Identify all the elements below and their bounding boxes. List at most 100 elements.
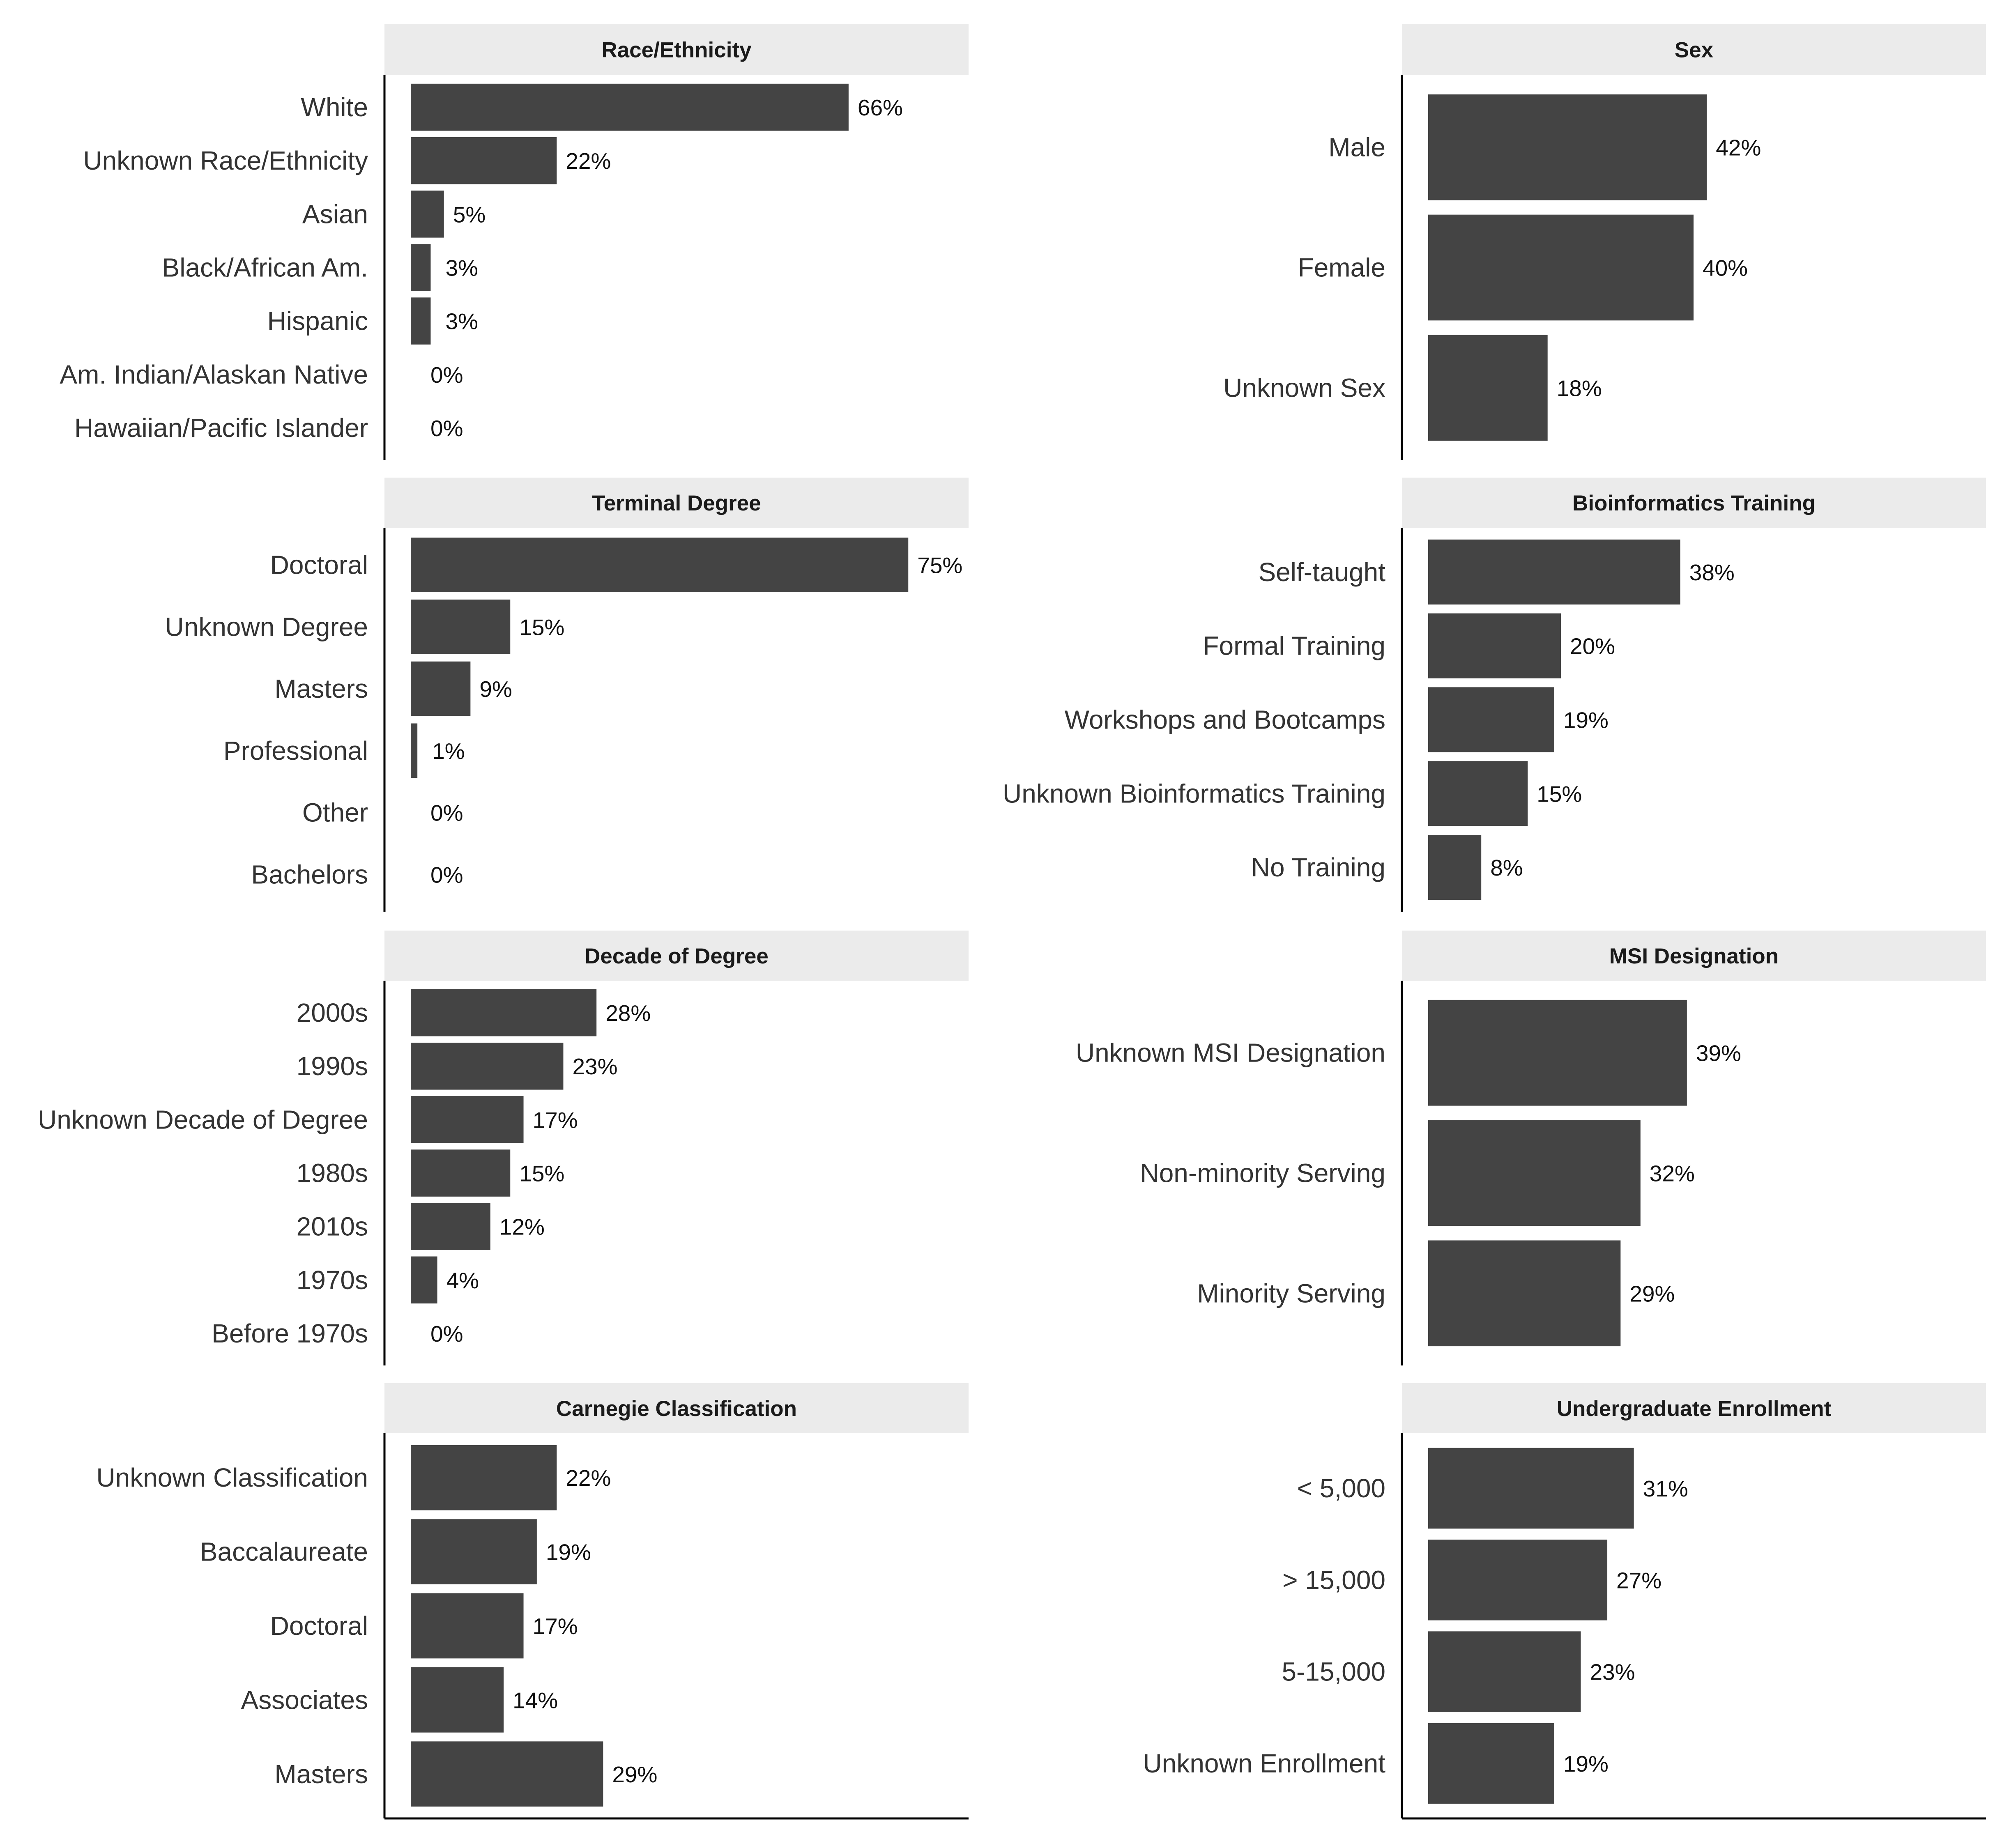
bar bbox=[411, 1667, 504, 1733]
category-label: Unknown Race/Ethnicity bbox=[83, 146, 368, 175]
data-label: 0% bbox=[430, 362, 463, 388]
bar bbox=[411, 989, 597, 1037]
data-label: 17% bbox=[533, 1614, 578, 1639]
bar bbox=[411, 1519, 537, 1584]
category-label: Before 1970s bbox=[212, 1319, 368, 1348]
category-label: 1970s bbox=[297, 1265, 368, 1295]
category-label: Unknown Sex bbox=[1223, 373, 1385, 402]
panel-carnegie-classification: Carnegie Classification Unknown Classific… bbox=[96, 1383, 969, 1820]
bar bbox=[1428, 761, 1528, 826]
bar bbox=[411, 244, 431, 291]
data-label: 31% bbox=[1643, 1476, 1688, 1501]
bar bbox=[1428, 1448, 1634, 1529]
data-label: 0% bbox=[430, 800, 463, 826]
bar bbox=[1428, 335, 1548, 441]
category-label: Male bbox=[1328, 133, 1385, 162]
data-label: 5% bbox=[453, 202, 486, 227]
data-label: 27% bbox=[1616, 1568, 1662, 1593]
data-label: 22% bbox=[566, 148, 611, 174]
data-label: 23% bbox=[1590, 1660, 1635, 1685]
bar bbox=[411, 599, 511, 654]
category-label: Workshops and Bootcamps bbox=[1065, 705, 1385, 735]
category-label: 5-15,000 bbox=[1282, 1657, 1385, 1687]
data-label: 15% bbox=[1537, 781, 1582, 807]
category-label: Bachelors bbox=[251, 860, 368, 890]
panel-title: MSI Designation bbox=[1609, 944, 1779, 968]
category-label: Unknown Enrollment bbox=[1143, 1749, 1386, 1778]
panel-title: Bioinformatics Training bbox=[1572, 491, 1816, 515]
data-label: 12% bbox=[499, 1214, 545, 1240]
category-label: Asian bbox=[302, 199, 368, 229]
category-label: > 15,000 bbox=[1282, 1565, 1385, 1595]
data-label: 19% bbox=[1563, 1751, 1609, 1777]
bar bbox=[411, 191, 444, 238]
panel-title: Terminal Degree bbox=[592, 491, 761, 515]
data-label: 23% bbox=[572, 1054, 617, 1079]
category-label: Baccalaureate bbox=[200, 1537, 368, 1567]
panel-strip bbox=[384, 931, 969, 981]
bar bbox=[1428, 1240, 1621, 1347]
data-label: 39% bbox=[1696, 1041, 1741, 1066]
category-label: Self-taught bbox=[1258, 557, 1385, 587]
category-label: No Training bbox=[1251, 853, 1385, 882]
panel-decade-of-degree: Decade of Degree 2000s 28% 1990s 23% Unknown … bbox=[38, 931, 969, 1365]
category-label: Unknown Degree bbox=[165, 612, 368, 641]
category-label: Non-minority Serving bbox=[1140, 1158, 1385, 1188]
category-label: Doctoral bbox=[270, 550, 368, 579]
bar bbox=[411, 1445, 557, 1510]
panel-strip bbox=[1402, 478, 1986, 528]
bar bbox=[411, 1042, 564, 1090]
category-label: White bbox=[301, 92, 368, 122]
data-label: 0% bbox=[430, 416, 463, 441]
bar bbox=[411, 1149, 511, 1197]
category-label: Associates bbox=[241, 1685, 368, 1715]
category-label: Professional bbox=[223, 736, 368, 765]
panel-title: Sex bbox=[1675, 38, 1714, 62]
data-label: 40% bbox=[1703, 255, 1748, 281]
category-label: Minority Serving bbox=[1197, 1278, 1385, 1308]
category-label: 1990s bbox=[297, 1051, 368, 1081]
panel-strip bbox=[1402, 1383, 1986, 1433]
data-label: 4% bbox=[446, 1268, 479, 1293]
bar bbox=[411, 137, 557, 184]
category-label: Unknown Decade of Degree bbox=[38, 1105, 368, 1134]
data-label: 18% bbox=[1557, 375, 1602, 401]
bar bbox=[411, 1593, 524, 1659]
panel-title: Carnegie Classification bbox=[556, 1397, 797, 1421]
panel-undergraduate-enrollment: Undergraduate Enrollment < 5,000 31% > 15,0… bbox=[1143, 1383, 1986, 1820]
category-label: < 5,000 bbox=[1297, 1473, 1385, 1503]
panel-strip bbox=[384, 1383, 969, 1433]
panel-bioinformatics-training: Bioinformatics Training Self-taught 38% For… bbox=[1003, 478, 1986, 912]
category-label: Unknown MSI Designation bbox=[1076, 1038, 1385, 1068]
data-label: 38% bbox=[1689, 560, 1735, 585]
data-label: 15% bbox=[519, 614, 564, 640]
panel-strip bbox=[1402, 931, 1986, 981]
data-label: 8% bbox=[1490, 855, 1523, 880]
bar bbox=[1428, 1631, 1581, 1712]
category-label: Am. Indian/Alaskan Native bbox=[60, 360, 368, 389]
category-label: Masters bbox=[274, 1759, 368, 1789]
category-label: Unknown Bioinformatics Training bbox=[1003, 779, 1385, 808]
panel-strip bbox=[1402, 24, 1986, 75]
bar bbox=[1428, 835, 1482, 900]
bar bbox=[411, 297, 431, 345]
bar bbox=[1428, 1000, 1687, 1106]
panel-sex: Sex Male 42% Female 40% Unknown Sex 18% bbox=[1223, 24, 1986, 460]
panel-title: Decade of Degree bbox=[585, 944, 769, 968]
category-label: 2010s bbox=[297, 1212, 368, 1241]
bar bbox=[411, 538, 909, 592]
panel-strip bbox=[384, 478, 969, 528]
data-label: 15% bbox=[519, 1161, 564, 1186]
bar bbox=[411, 661, 471, 716]
category-label: Unknown Classification bbox=[96, 1463, 368, 1492]
bar bbox=[411, 1256, 437, 1304]
data-label: 3% bbox=[445, 255, 478, 281]
bar bbox=[1428, 214, 1694, 321]
category-label: Female bbox=[1298, 253, 1385, 283]
panel-terminal-degree: Terminal Degree Doctoral 75% Unknown Degree… bbox=[165, 478, 969, 912]
bar bbox=[411, 1741, 603, 1807]
category-label: Other bbox=[302, 798, 368, 827]
data-label: 14% bbox=[513, 1687, 558, 1713]
data-label: 17% bbox=[533, 1107, 578, 1133]
